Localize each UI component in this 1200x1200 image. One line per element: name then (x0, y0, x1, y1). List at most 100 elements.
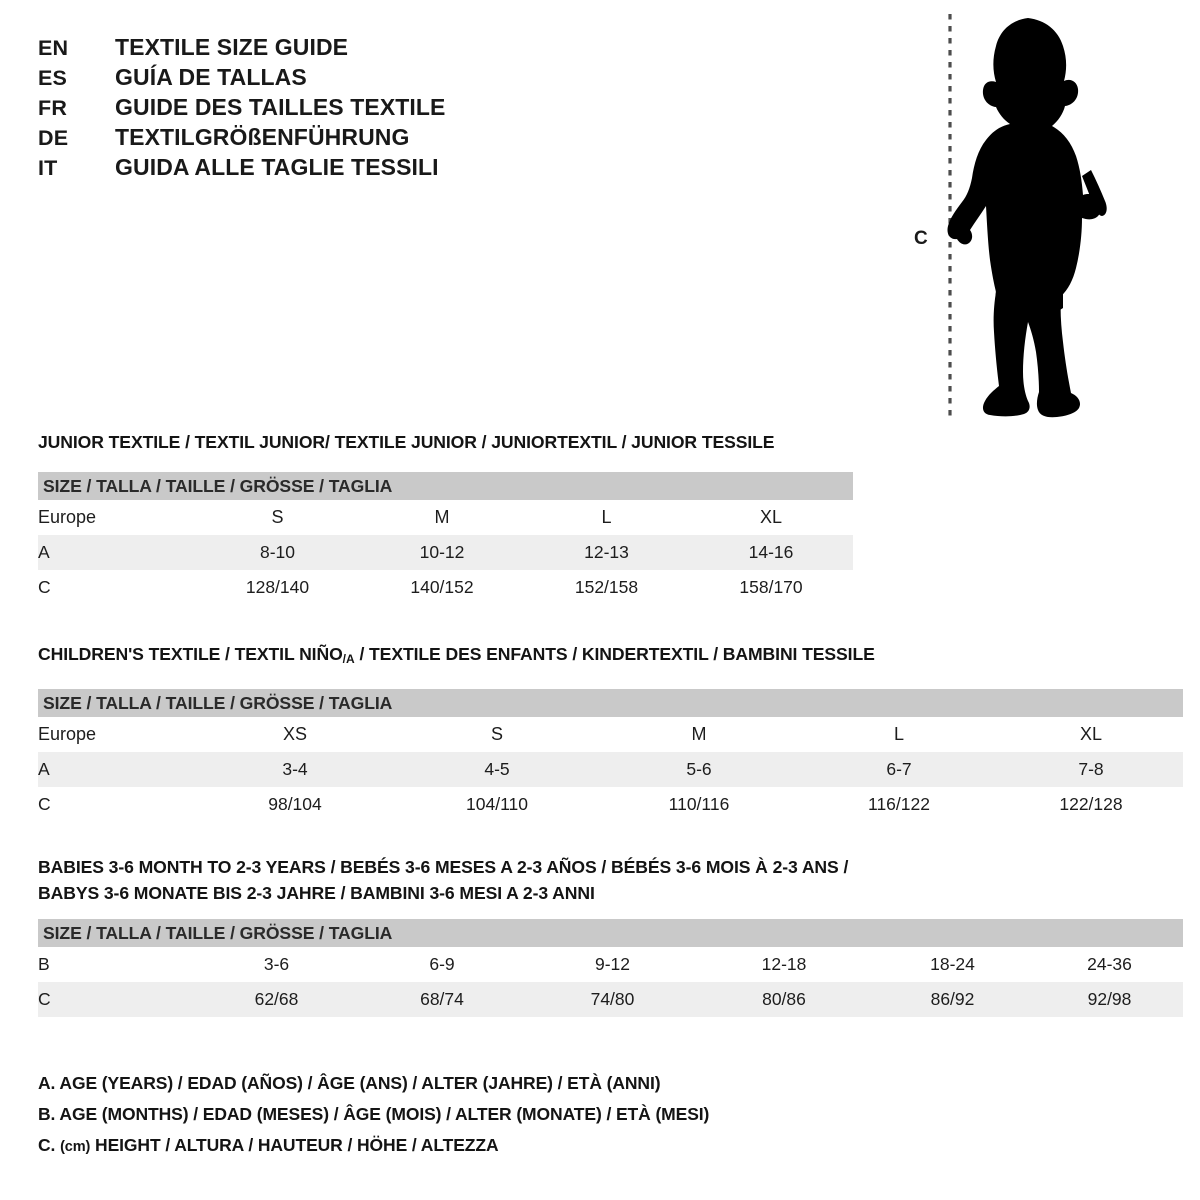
table-cell: 4-5 (395, 752, 599, 787)
language-label: GUÍA DE TALLAS (115, 64, 307, 90)
legend-line-age-years: A. AGE (YEARS) / EDAD (AÑOS) / ÂGE (ANS)… (38, 1073, 661, 1093)
table-cell: 24-36 (1036, 947, 1184, 982)
section-title: CHILDREN'S TEXTILE / TEXTIL NIÑO/A / TEX… (38, 642, 1183, 672)
table-row: Europe S M L XL (38, 500, 854, 535)
language-label: TEXTILE SIZE GUIDE (115, 34, 349, 60)
size-cell: L (799, 717, 999, 752)
language-label: GUIDA ALLE TAGLIE TESSILI (115, 154, 439, 180)
language-label: TEXTILGRÖßENFÜHRUNG (115, 124, 410, 150)
table-header-label: SIZE / TALLA / TAILLE / GRÖSSE / TAGLIA (38, 919, 1184, 947)
section-title-line1: BABIES 3-6 MONTH TO 2-3 YEARS / BEBÉS 3-… (38, 857, 849, 877)
table-row: Europe XS S M L XL (38, 717, 1183, 752)
size-cell: S (395, 717, 599, 752)
table-cell: 7-8 (999, 752, 1183, 787)
table-cell: 5-6 (599, 752, 799, 787)
section-title-part: / TEXTILE DES ENFANTS / KINDERTEXTIL / B… (354, 644, 875, 664)
table-header-row: SIZE / TALLA / TAILLE / GRÖSSE / TAGLIA (38, 919, 1184, 947)
section-junior-textile: JUNIOR TEXTILE / TEXTIL JUNIOR/ TEXTILE … (38, 430, 854, 605)
size-cell: M (360, 500, 524, 535)
table-cell: 68/74 (358, 982, 526, 1017)
table-row: C 128/140 140/152 152/158 158/170 (38, 570, 854, 605)
table-cell: 140/152 (360, 570, 524, 605)
table-cell: 80/86 (699, 982, 869, 1017)
table-row: A 8-10 10-12 12-13 14-16 (38, 535, 854, 570)
row-label: Europe (38, 500, 195, 535)
table-header-label: SIZE / TALLA / TAILLE / GRÖSSE / TAGLIA (38, 472, 854, 500)
table-cell: 10-12 (360, 535, 524, 570)
table-cell: 12-18 (699, 947, 869, 982)
table-cell: 74/80 (526, 982, 699, 1017)
silhouette-shape (947, 18, 1107, 418)
language-row: DE TEXTILGRÖßENFÜHRUNG (38, 124, 598, 154)
table-cell: 14-16 (689, 535, 854, 570)
legend-unit: (cm) (60, 1139, 91, 1155)
section-title-subscript: /A (342, 652, 355, 666)
table-cell: 116/122 (799, 787, 999, 822)
language-row: ES GUÍA DE TALLAS (38, 64, 598, 94)
table-cell: 3-4 (195, 752, 395, 787)
language-label: GUIDE DES TAILLES TEXTILE (115, 94, 446, 120)
table-cell: 6-7 (799, 752, 999, 787)
language-code: FR (38, 96, 68, 120)
section-title-part: CHILDREN'S TEXTILE / TEXTIL NIÑO (38, 644, 343, 664)
row-label: C (38, 982, 195, 1017)
legend-line-height: C. (cm) HEIGHT / ALTURA / HAUTEUR / HÖHE… (38, 1130, 878, 1163)
row-label: A (38, 535, 195, 570)
table-row: C 62/68 68/74 74/80 80/86 86/92 92/98 (38, 982, 1184, 1017)
legend-part: C. (38, 1135, 61, 1155)
child-silhouette-icon (947, 14, 1107, 422)
table-cell: 92/98 (1036, 982, 1184, 1017)
table-row: B 3-6 6-9 9-12 12-18 18-24 24-36 (38, 947, 1184, 982)
table-cell: 3-6 (195, 947, 358, 982)
table-row: C 98/104 104/110 110/116 116/122 122/128 (38, 787, 1183, 822)
table-cell: 12-13 (524, 535, 689, 570)
language-header-list: EN TEXTILE SIZE GUIDE ES GUÍA DE TALLAS … (38, 34, 598, 184)
table-cell: 110/116 (599, 787, 799, 822)
language-code: ES (38, 66, 68, 90)
row-label: B (38, 947, 195, 982)
table-cell: 152/158 (524, 570, 689, 605)
table-header-row: SIZE / TALLA / TAILLE / GRÖSSE / TAGLIA (38, 689, 1183, 717)
language-code: EN (38, 36, 69, 60)
size-cell: XS (195, 717, 395, 752)
size-cell: M (599, 717, 799, 752)
row-label: A (38, 752, 195, 787)
childrens-size-table: SIZE / TALLA / TAILLE / GRÖSSE / TAGLIA … (38, 689, 1183, 822)
table-cell: 86/92 (869, 982, 1036, 1017)
language-row: EN TEXTILE SIZE GUIDE (38, 34, 598, 64)
table-cell: 122/128 (999, 787, 1183, 822)
language-code: DE (38, 126, 69, 150)
height-measure-figure: C (900, 8, 1160, 428)
section-childrens-textile: CHILDREN'S TEXTILE / TEXTIL NIÑO/A / TEX… (38, 642, 1183, 822)
language-row: IT GUIDA ALLE TAGLIE TESSILI (38, 154, 598, 184)
row-label: Europe (38, 717, 195, 752)
babies-size-table: SIZE / TALLA / TAILLE / GRÖSSE / TAGLIA … (38, 919, 1184, 1017)
table-cell: 128/140 (195, 570, 360, 605)
row-label: C (38, 570, 195, 605)
size-cell: XL (999, 717, 1183, 752)
table-cell: 98/104 (195, 787, 395, 822)
junior-size-table: SIZE / TALLA / TAILLE / GRÖSSE / TAGLIA … (38, 472, 854, 605)
table-row: A 3-4 4-5 5-6 6-7 7-8 (38, 752, 1183, 787)
table-cell: 18-24 (869, 947, 1036, 982)
size-cell: L (524, 500, 689, 535)
legend-list: A. AGE (YEARS) / EDAD (AÑOS) / ÂGE (ANS)… (38, 1068, 878, 1163)
table-cell: 104/110 (395, 787, 599, 822)
table-cell: 8-10 (195, 535, 360, 570)
section-title: JUNIOR TEXTILE / TEXTIL JUNIOR/ TEXTILE … (38, 432, 775, 452)
language-code: IT (38, 156, 58, 180)
table-cell: 9-12 (526, 947, 699, 982)
height-measure-label: C (914, 228, 928, 249)
section-title-line2: BABYS 3-6 MONATE BIS 2-3 JAHRE / BAMBINI… (38, 883, 595, 903)
table-header-row: SIZE / TALLA / TAILLE / GRÖSSE / TAGLIA (38, 472, 854, 500)
legend-line-age-months: B. AGE (MONTHS) / EDAD (MESES) / ÂGE (MO… (38, 1104, 710, 1124)
table-cell: 62/68 (195, 982, 358, 1017)
language-row: FR GUIDE DES TAILLES TEXTILE (38, 94, 598, 124)
table-cell: 158/170 (689, 570, 854, 605)
size-cell: XL (689, 500, 854, 535)
table-header-label: SIZE / TALLA / TAILLE / GRÖSSE / TAGLIA (38, 689, 1183, 717)
legend-part: HEIGHT / ALTURA / HAUTEUR / HÖHE / ALTEZ… (90, 1135, 499, 1155)
section-babies-textile: BABIES 3-6 MONTH TO 2-3 YEARS / BEBÉS 3-… (38, 855, 1184, 1017)
row-label: C (38, 787, 195, 822)
table-cell: 6-9 (358, 947, 526, 982)
